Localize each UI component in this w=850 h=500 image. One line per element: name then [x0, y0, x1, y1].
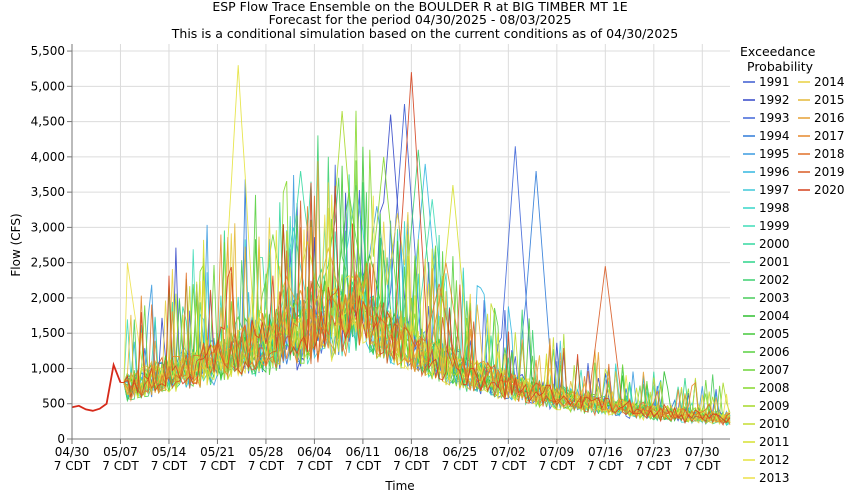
x-tick-label: 07/30	[685, 445, 720, 459]
axes: 0 500 1,000 1,500 2,000 2,500 3,000 3,500 4,000 4…	[31, 44, 730, 473]
y-axis-label: Flow (CFS)	[9, 213, 23, 276]
legend-label-1996: 1996	[759, 165, 790, 179]
observed-flow-line	[71, 361, 122, 412]
trace-line-2019	[120, 200, 731, 426]
legend-label-1997: 1997	[759, 183, 790, 197]
chart-title: ESP Flow Trace Ensemble on the BOULDER R…	[212, 0, 628, 14]
legend-label-2011: 2011	[759, 435, 790, 449]
legend-label-2008: 2008	[759, 381, 790, 395]
x-tick-label: 05/14	[152, 445, 187, 459]
y-tick-label: 500	[42, 397, 65, 411]
x-tick-sublabel: 7 CDT	[393, 459, 430, 473]
y-tick-label: 5,500	[31, 44, 65, 58]
x-tick-sublabel: 7 CDT	[587, 459, 624, 473]
legend: Exceedance Probability 1991 1992 1993 1994 1…	[735, 44, 850, 497]
legend-label-2013: 2013	[759, 471, 790, 485]
x-tick-label: 07/09	[540, 445, 575, 459]
observed-line	[71, 361, 122, 412]
y-tick-label: 3,000	[31, 220, 65, 234]
chart-subtitle-period: Forecast for the period 04/30/2025 - 08/…	[268, 12, 572, 27]
trace-line-2018	[120, 195, 731, 424]
legend-label-2002: 2002	[759, 273, 790, 287]
x-tick-label: 04/30	[55, 445, 90, 459]
legend-label-2001: 2001	[759, 255, 790, 269]
legend-label-2009: 2009	[759, 399, 790, 413]
legend-title-line1: Exceedance	[740, 44, 816, 59]
y-tick-label: 0	[57, 432, 65, 446]
legend-label-2003: 2003	[759, 291, 790, 305]
legend-label-2016: 2016	[814, 111, 845, 125]
legend-label-2012: 2012	[759, 453, 790, 467]
x-tick-sublabel: 7 CDT	[684, 459, 721, 473]
trace-line-2013	[120, 195, 731, 425]
trace-line-2007	[120, 160, 731, 424]
legend-label-2005: 2005	[759, 327, 790, 341]
legend-label-2006: 2006	[759, 345, 790, 359]
y-tick-label: 4,500	[31, 115, 65, 129]
legend-label-2014: 2014	[814, 75, 845, 89]
x-tick-label: 07/02	[491, 445, 526, 459]
x-tick-sublabel: 7 CDT	[539, 459, 576, 473]
x-tick-label: 06/25	[443, 445, 478, 459]
legend-label-2017: 2017	[814, 129, 845, 143]
x-tick-label: 06/11	[346, 445, 381, 459]
legend-label-1998: 1998	[759, 201, 790, 215]
x-tick-label: 05/28	[249, 445, 284, 459]
x-tick-label: 07/16	[588, 445, 623, 459]
legend-label-2010: 2010	[759, 417, 790, 431]
x-tick-sublabel: 7 CDT	[636, 459, 673, 473]
x-tick-sublabel: 7 CDT	[199, 459, 236, 473]
x-tick-sublabel: 7 CDT	[54, 459, 91, 473]
legend-label-2020: 2020	[814, 183, 845, 197]
x-tick-sublabel: 7 CDT	[296, 459, 333, 473]
x-tick-label: 06/18	[394, 445, 429, 459]
y-tick-label: 3,500	[31, 185, 65, 199]
x-tick-sublabel: 7 CDT	[151, 459, 188, 473]
trace-line-2020	[120, 72, 731, 425]
legend-label-1992: 1992	[759, 93, 790, 107]
legend-label-1994: 1994	[759, 129, 790, 143]
legend-label-1993: 1993	[759, 111, 790, 125]
y-tick-label: 4,000	[31, 150, 65, 164]
legend-label-2007: 2007	[759, 363, 790, 377]
legend-title-line2: Probability	[747, 59, 814, 74]
trace-lines	[120, 65, 731, 427]
legend-label-1999: 1999	[759, 219, 790, 233]
x-tick-sublabel: 7 CDT	[345, 459, 382, 473]
legend-label-2018: 2018	[814, 147, 845, 161]
chart-subtitle-conditions: This is a conditional simulation based o…	[171, 26, 679, 41]
y-tick-label: 5,000	[31, 79, 65, 93]
x-tick-label: 06/04	[297, 445, 332, 459]
trace-line-2017	[120, 206, 731, 426]
x-tick-sublabel: 7 CDT	[102, 459, 139, 473]
legend-label-1991: 1991	[759, 75, 790, 89]
x-tick-label: 05/21	[200, 445, 235, 459]
x-tick-label: 05/07	[103, 445, 138, 459]
x-tick-sublabel: 7 CDT	[248, 459, 285, 473]
y-tick-label: 2,500	[31, 256, 65, 270]
y-tick-label: 1,000	[31, 361, 65, 375]
x-tick-sublabel: 7 CDT	[490, 459, 527, 473]
trace-line-2012	[120, 65, 731, 423]
x-tick-sublabel: 7 CDT	[442, 459, 479, 473]
legend-label-2015: 2015	[814, 93, 845, 107]
trace-line-2016	[120, 161, 731, 424]
legend-label-2004: 2004	[759, 309, 790, 323]
legend-label-2000: 2000	[759, 237, 790, 251]
trace-line-2002	[120, 135, 731, 423]
x-axis-label: Time	[384, 479, 414, 493]
x-tick-label: 07/23	[637, 445, 672, 459]
legend-label-2019: 2019	[814, 165, 845, 179]
legend-entries: Exceedance Probability 1991 1992 1993 1994 1…	[740, 44, 845, 485]
y-tick-label: 2,000	[31, 291, 65, 305]
y-tick-label: 1,500	[31, 326, 65, 340]
legend-label-1995: 1995	[759, 147, 790, 161]
